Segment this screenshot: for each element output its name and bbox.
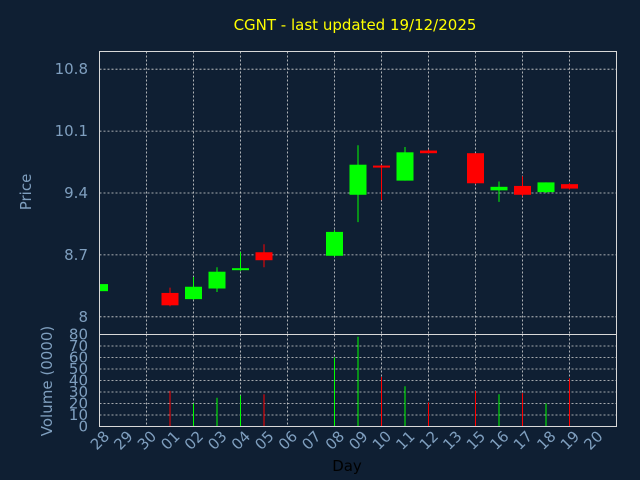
x-tick-label: 02 bbox=[181, 427, 207, 453]
candle-body bbox=[232, 268, 249, 271]
candle-body bbox=[420, 150, 437, 154]
candle-body bbox=[467, 153, 484, 184]
x-tick-label: 07 bbox=[298, 427, 324, 453]
x-tick-label: 04 bbox=[228, 427, 254, 453]
candle-body bbox=[490, 186, 508, 191]
x-tick-label: 30 bbox=[134, 427, 160, 453]
price-panel: 8 8.7 9.4 10.1 10.8 Price bbox=[17, 51, 617, 335]
x-tick-label: 06 bbox=[275, 427, 301, 453]
volume-tick-label: 0 bbox=[78, 418, 88, 436]
x-tick-label: 08 bbox=[322, 427, 348, 453]
volume-tick-label: 60 bbox=[69, 349, 88, 367]
volume-tick-label: 40 bbox=[69, 372, 88, 390]
candle bbox=[185, 277, 202, 301]
candle-body bbox=[349, 164, 367, 195]
x-tick-label: 20 bbox=[580, 427, 606, 453]
candle-body bbox=[255, 252, 273, 261]
volume-tick-label: 10 bbox=[69, 406, 88, 424]
candle bbox=[349, 145, 367, 223]
volume-axis-label: Volume (0000) bbox=[38, 326, 56, 436]
candle bbox=[99, 282, 108, 292]
x-tick-label: 05 bbox=[251, 427, 277, 453]
candle bbox=[490, 181, 508, 202]
candle bbox=[326, 230, 343, 257]
candle bbox=[514, 176, 531, 197]
x-tick-label: 16 bbox=[486, 427, 512, 453]
x-tick-label: 09 bbox=[345, 427, 371, 453]
candle-body bbox=[537, 182, 555, 193]
candle bbox=[396, 147, 414, 181]
candle bbox=[208, 267, 226, 293]
price-tick-label: 8 bbox=[78, 308, 88, 326]
x-tick-label: 12 bbox=[416, 427, 442, 453]
volume-panel-frame bbox=[99, 334, 617, 427]
candle bbox=[561, 183, 578, 190]
volume-tick-label: 70 bbox=[69, 337, 88, 355]
x-tick-label: 13 bbox=[439, 427, 465, 453]
candle-body bbox=[99, 284, 108, 292]
x-tick-label: 29 bbox=[110, 427, 136, 453]
candle-body bbox=[514, 185, 531, 195]
volume-tick-label: 80 bbox=[69, 326, 88, 344]
candle bbox=[537, 182, 555, 193]
price-tick-label: 9.4 bbox=[64, 184, 88, 202]
candle-body bbox=[561, 184, 578, 189]
candle-body bbox=[185, 286, 202, 300]
price-y-ticks: 8 8.7 9.4 10.1 10.8 bbox=[55, 60, 88, 326]
x-tick-label: 17 bbox=[510, 427, 536, 453]
x-axis-ticks: 2829300102030405060708091011121315161718… bbox=[87, 427, 607, 453]
x-tick-label: 10 bbox=[369, 427, 395, 453]
x-tick-label: 19 bbox=[557, 427, 583, 453]
price-tick-label: 10.8 bbox=[55, 60, 88, 78]
x-tick-label: 15 bbox=[463, 427, 489, 453]
volume-bars bbox=[169, 336, 570, 427]
candles bbox=[99, 145, 578, 307]
x-tick-label: 01 bbox=[157, 427, 183, 453]
candle bbox=[373, 164, 390, 201]
candle-body bbox=[208, 271, 226, 289]
price-tick-label: 8.7 bbox=[64, 246, 88, 264]
candle-body bbox=[326, 231, 343, 256]
candle bbox=[161, 287, 179, 307]
candle bbox=[232, 252, 249, 271]
candle-body bbox=[396, 152, 414, 181]
x-axis-label: Day bbox=[332, 457, 362, 475]
volume-tick-label: 30 bbox=[69, 383, 88, 401]
x-tick-label: 03 bbox=[204, 427, 230, 453]
candle bbox=[255, 244, 273, 268]
chart-title: CGNT - last updated 19/12/2025 bbox=[234, 16, 477, 34]
x-tick-label: 18 bbox=[533, 427, 559, 453]
price-tick-label: 10.1 bbox=[55, 122, 88, 140]
candle-body bbox=[161, 292, 179, 306]
x-tick-label: 28 bbox=[87, 427, 113, 453]
volume-tick-label: 20 bbox=[69, 395, 88, 413]
price-axis-label: Price bbox=[17, 174, 35, 211]
x-tick-label: 11 bbox=[392, 427, 418, 453]
candle bbox=[467, 153, 484, 185]
candle-body bbox=[373, 165, 390, 168]
candle bbox=[420, 149, 437, 154]
volume-tick-label: 50 bbox=[69, 360, 88, 378]
